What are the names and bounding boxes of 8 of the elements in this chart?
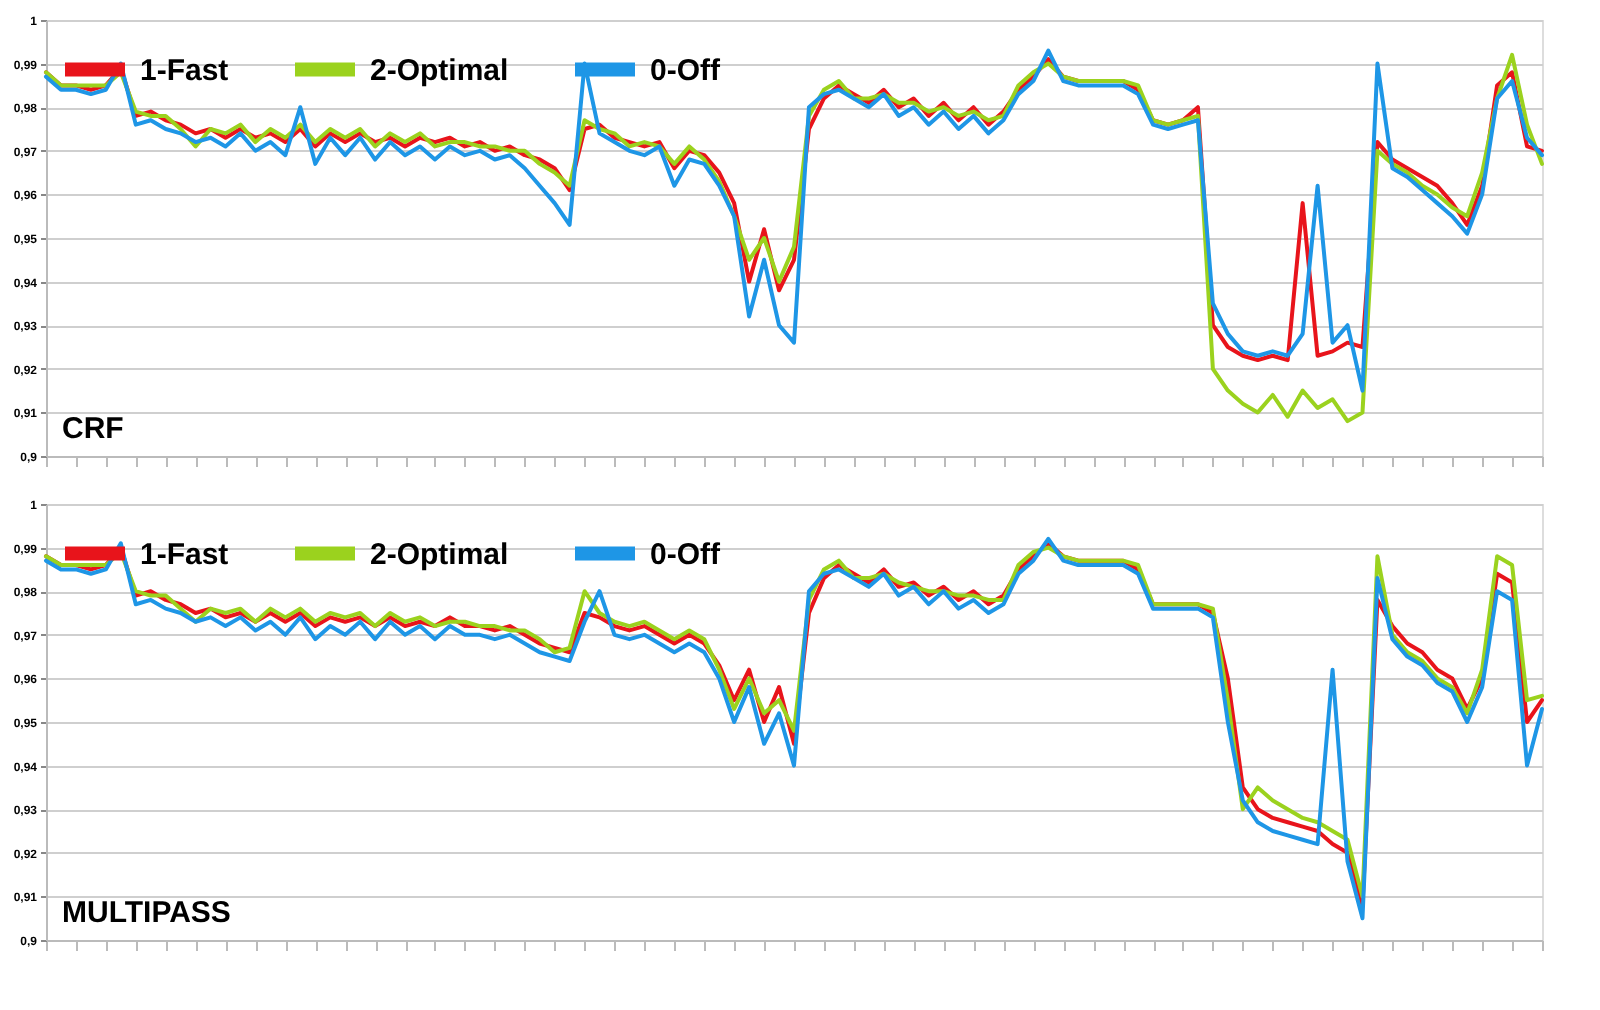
legend-label: 2-Optimal [370, 537, 509, 572]
legend-label: 2-Optimal [370, 53, 509, 88]
legend-label: 0-Off [650, 537, 722, 572]
text: CRF [62, 412, 124, 446]
legend-label: 0-Off [650, 53, 722, 88]
text: MULTIPASS [62, 896, 231, 930]
legend-label: 1-Fast [140, 53, 229, 88]
legend-label: 1-Fast [140, 537, 229, 572]
